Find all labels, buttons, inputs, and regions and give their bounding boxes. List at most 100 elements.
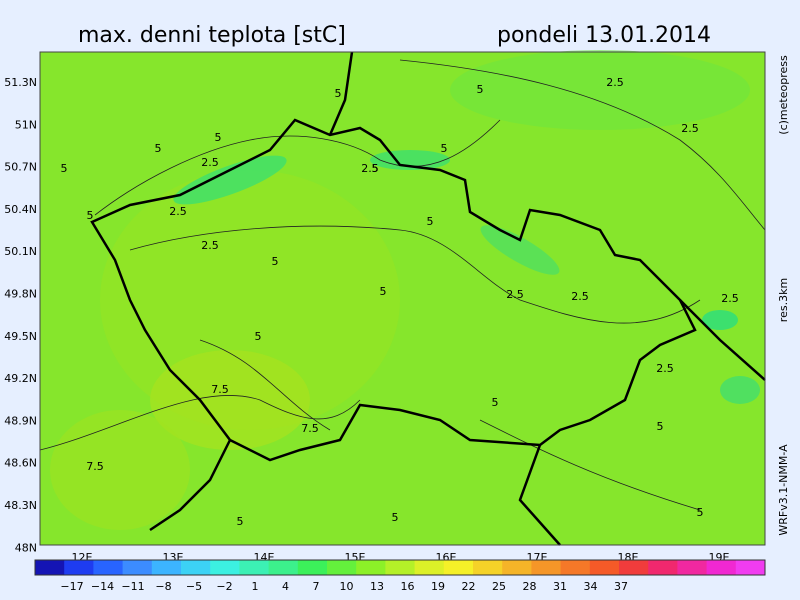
contour-label: 5 (492, 396, 499, 409)
country-border (679, 299, 766, 381)
colorbar-label: 4 (282, 580, 289, 593)
colorbar-segment (706, 560, 737, 575)
contour-label: 5 (372, 162, 379, 175)
contour-label: 5 (392, 511, 399, 524)
colorbar-segment (297, 560, 328, 575)
colorbar-label: 7 (313, 580, 320, 593)
contour-line (39, 395, 361, 451)
colorbar-segment (473, 560, 503, 575)
colorbar-label: 25 (492, 580, 506, 593)
lat-label: 50.7N (4, 161, 37, 174)
colorbar-label: 16 (401, 580, 415, 593)
contour-label: 2.5 (681, 122, 699, 135)
borders (90, 51, 766, 546)
lat-label: 48.3N (4, 499, 37, 512)
colorbar-segment (531, 560, 562, 575)
lat-label: 49.2N (4, 372, 37, 385)
contour-label: 2.5 (506, 288, 524, 301)
contour-label: 2.5 (201, 156, 219, 169)
cold-area (450, 50, 750, 130)
colorbar-segment (268, 560, 299, 575)
colorbar-label: −17 (60, 580, 83, 593)
colorbar-segment (181, 560, 211, 575)
date: pondeli 13.01.2014 (497, 23, 711, 48)
contour-label: 5 (427, 215, 434, 228)
contour-label: 5 (255, 330, 262, 343)
warm-area (150, 350, 310, 450)
colorbar-segment (356, 560, 386, 575)
cold-area (480, 225, 560, 275)
contour-line (479, 419, 701, 511)
lat-label: 49.5N (4, 330, 37, 343)
colorbar-segment (151, 560, 182, 575)
colorbar-segment (443, 560, 474, 575)
cold-area (370, 150, 450, 170)
contour-label: 2.5 (571, 290, 589, 303)
contour-label: 7.5 (86, 460, 104, 473)
country-border (328, 51, 354, 136)
colorbar-label: 1 (252, 580, 259, 593)
colorbar-segment (560, 560, 591, 575)
colorbar-segment (414, 560, 445, 575)
title: max. denni teplota [stC] (78, 23, 346, 48)
contour-label: 7.5 (301, 422, 319, 435)
colorbar-segment (210, 560, 240, 575)
contour-label: 5 (215, 131, 222, 144)
colorbar-label: 10 (340, 580, 354, 593)
map-frame (39, 51, 766, 546)
colorbar-segment (589, 560, 620, 575)
lat-label: 51N (15, 118, 37, 131)
contour-label: 2.5 (201, 239, 219, 252)
colorbar-label: −2 (216, 580, 232, 593)
contour-label: 2.5 (606, 76, 624, 89)
contour-label: 5 (477, 83, 484, 96)
colorbar-label: −14 (91, 580, 114, 593)
contour-line (399, 59, 766, 231)
colorbar-segment (677, 560, 708, 575)
colorbar-segment (64, 560, 94, 575)
contour-label: 5 (61, 162, 68, 175)
colorbar-label: 34 (584, 580, 598, 593)
colorbar-segment (93, 560, 124, 575)
side-note: res.3km (777, 278, 790, 322)
contour-label: 5 (237, 515, 244, 528)
colorbar-frame (34, 559, 766, 576)
side-note: WRFv3.1-NMM-A (777, 444, 790, 536)
colorbar-segment (735, 560, 766, 575)
contour-line (94, 119, 501, 216)
colorbar-label: −11 (121, 580, 144, 593)
lat-label: 49.8N (4, 288, 37, 301)
colorbar-label: −5 (186, 580, 202, 593)
contour-label: 5 (380, 285, 387, 298)
cold-area (702, 310, 738, 330)
lat-label: 50.4N (4, 203, 37, 216)
colorbar-label: 31 (553, 580, 567, 593)
contour-label: 2.5 (169, 205, 187, 218)
lat-label: 48.9N (4, 414, 37, 427)
colorbar-label: 19 (431, 580, 445, 593)
country-border (149, 439, 232, 532)
lat-label: 50.1N (4, 245, 37, 258)
lat-label: 48N (15, 541, 37, 554)
warm-area (50, 410, 190, 530)
contour-line (199, 339, 331, 431)
lat-label: 51.3N (4, 76, 37, 89)
contour-label: 5 (87, 209, 94, 222)
cold-area (173, 155, 287, 205)
colorbar-label: 22 (462, 580, 476, 593)
colorbar-segment (239, 560, 270, 575)
contour-label: 2.5 (721, 292, 739, 305)
contour-label: 5 (441, 142, 448, 155)
colorbar-label: 37 (614, 580, 628, 593)
contour-label: 5 (155, 142, 162, 155)
colorbar-label: −8 (155, 580, 171, 593)
contour-line (129, 225, 701, 324)
colorbar-segment (35, 560, 65, 575)
map (39, 50, 766, 546)
contour-label: 7.5 (211, 383, 229, 396)
colorbar-segment (122, 560, 153, 575)
contours (39, 59, 766, 511)
country-border (90, 118, 697, 462)
colorbar-segment (327, 560, 357, 575)
colorbar-label: 28 (523, 580, 537, 593)
